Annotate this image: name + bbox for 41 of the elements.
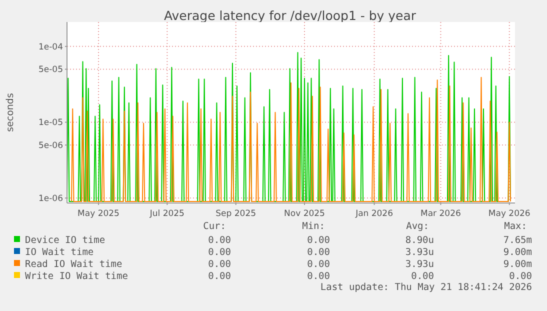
text: 3.93u bbox=[405, 247, 434, 258]
text: 0.00 bbox=[208, 271, 232, 282]
y-tick-label: 1e-05 bbox=[38, 118, 63, 128]
text: 0.00 bbox=[411, 271, 434, 282]
legend-label: Read IO Wait time bbox=[25, 259, 123, 270]
legend-label: IO Wait time bbox=[25, 247, 94, 258]
x-tick-label: Jul 2025 bbox=[148, 209, 184, 219]
text: 0.00 bbox=[509, 271, 532, 282]
text: 7.65m bbox=[503, 235, 532, 246]
y-tick-label: 1e-04 bbox=[38, 42, 63, 52]
text: Cur: bbox=[203, 221, 226, 232]
text: 3.93u bbox=[405, 259, 434, 270]
x-tick-label: May 2025 bbox=[78, 209, 120, 219]
text: Min: bbox=[302, 221, 325, 232]
text: 0.00 bbox=[307, 247, 330, 258]
text: 0.00 bbox=[208, 259, 232, 270]
text: 0.00 bbox=[208, 235, 232, 246]
text: 0.00 bbox=[307, 271, 330, 282]
chart-title: Average latency for /dev/loop1 - by year bbox=[164, 8, 417, 23]
y-tick-label: 1e-06 bbox=[38, 194, 63, 204]
text: Avg: bbox=[406, 221, 429, 232]
text: Last update: Thu May 21 18:41:24 2026 bbox=[320, 282, 532, 293]
text: 0.00 bbox=[208, 247, 232, 258]
line-series bbox=[66, 52, 511, 202]
x-tick-label: Nov 2025 bbox=[284, 209, 325, 219]
text: 8.90u bbox=[405, 235, 434, 246]
x-tick-label: Mar 2026 bbox=[420, 209, 461, 219]
text: Max: bbox=[504, 221, 527, 232]
x-tick-label: May 2026 bbox=[488, 209, 530, 219]
y-tick-label: 5e-05 bbox=[38, 65, 63, 76]
text: 0.00 bbox=[307, 259, 330, 270]
legend-label: Write IO Wait time bbox=[25, 271, 128, 282]
x-tick-label: Jan 2026 bbox=[354, 209, 394, 219]
y-axis-title: seconds bbox=[5, 93, 16, 132]
y-tick-label: 5e-06 bbox=[38, 141, 63, 152]
text: 0.00 bbox=[307, 235, 330, 246]
text: 9.00m bbox=[503, 247, 532, 258]
x-tick-label: Sep 2025 bbox=[216, 209, 256, 219]
line-series bbox=[71, 76, 511, 202]
text: 9.00m bbox=[503, 259, 532, 270]
legend-label: Device IO time bbox=[25, 235, 106, 246]
